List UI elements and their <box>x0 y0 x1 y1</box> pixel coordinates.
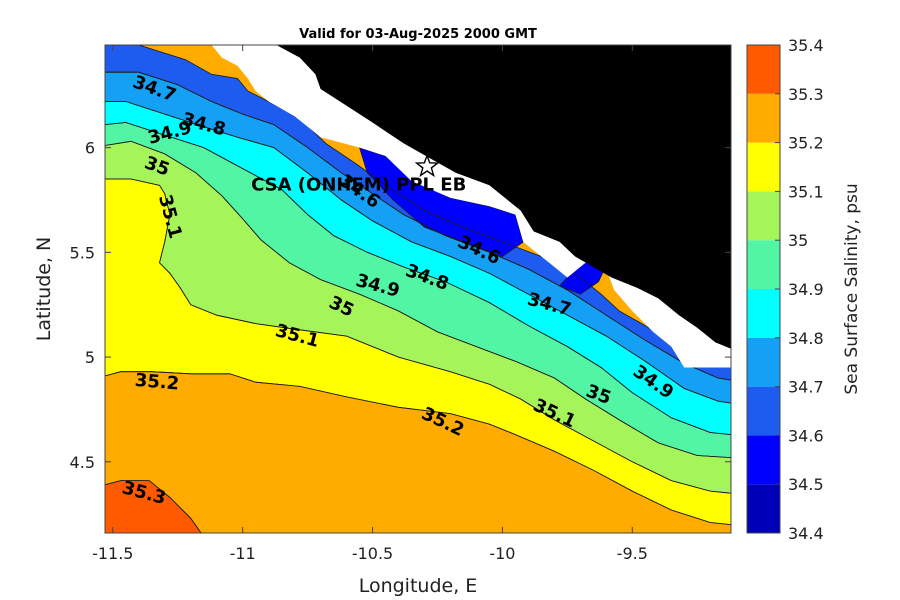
colorbar-tick-label: 35.4 <box>788 36 824 55</box>
colorbar-tick-label: 34.9 <box>788 280 824 299</box>
colorbar-swatch-4 <box>747 289 780 338</box>
plot-area: 34.734.834.93535.134.634.634.834.734.935… <box>105 45 731 533</box>
contour-label-12: 35.2 <box>134 370 180 395</box>
x-tick-label: -11 <box>230 544 256 563</box>
colorbar-tick-label: 34.6 <box>788 426 824 445</box>
x-tick-label: -11.5 <box>92 544 133 563</box>
colorbar-swatch-7 <box>747 142 780 192</box>
x-tick-label: -10 <box>489 544 515 563</box>
plot-frame <box>104 44 732 534</box>
colorbar-swatch-8 <box>747 93 780 143</box>
colorbar-label: Sea Surface Salinity, psu <box>842 183 862 394</box>
colorbar-tick-label: 34.5 <box>788 475 824 494</box>
x-tick-label: -9.5 <box>617 544 648 563</box>
y-tick-label: 5 <box>85 348 95 367</box>
station-star-icon <box>414 153 440 178</box>
colorbar-tick-label: 34.4 <box>788 524 824 543</box>
y-tick-label: 5.5 <box>70 243 95 262</box>
colorbar-swatch-5 <box>747 240 780 289</box>
colorbar-swatch-6 <box>747 191 780 241</box>
colorbar-tick-label: 34.7 <box>788 378 824 397</box>
colorbar-tick-label: 35 <box>788 231 808 250</box>
chart-title: Valid for 03-Aug-2025 2000 GMT <box>299 27 537 42</box>
station-label: CSA (ONHEM) PPL EB <box>251 175 466 196</box>
colorbar-swatch-0 <box>747 484 780 533</box>
land-mass <box>276 45 731 349</box>
y-tick-label: 4.5 <box>70 453 95 472</box>
colorbar-tick-label: 35.2 <box>788 134 824 153</box>
x-tick-label: -10.5 <box>352 544 393 563</box>
colorbar-swatch-1 <box>747 435 780 485</box>
colorbar-tick-label: 34.8 <box>788 329 824 348</box>
colorbar: 34.4 34.5 34.6 34.7 34.8 34.9 35 35.1 35.2 35.3 35… <box>746 36 824 543</box>
colorbar-tick-label: 35.1 <box>788 182 824 201</box>
colorbar-swatch-9 <box>747 45 780 94</box>
x-axis-label: Longitude, E <box>359 575 478 597</box>
colorbar-swatch-3 <box>747 337 780 387</box>
colorbar-swatch-2 <box>747 386 780 436</box>
y-tick-label: 6 <box>85 139 95 158</box>
y-axis-label: Latitude, N <box>33 237 55 342</box>
colorbar-tick-label: 35.3 <box>788 85 824 104</box>
